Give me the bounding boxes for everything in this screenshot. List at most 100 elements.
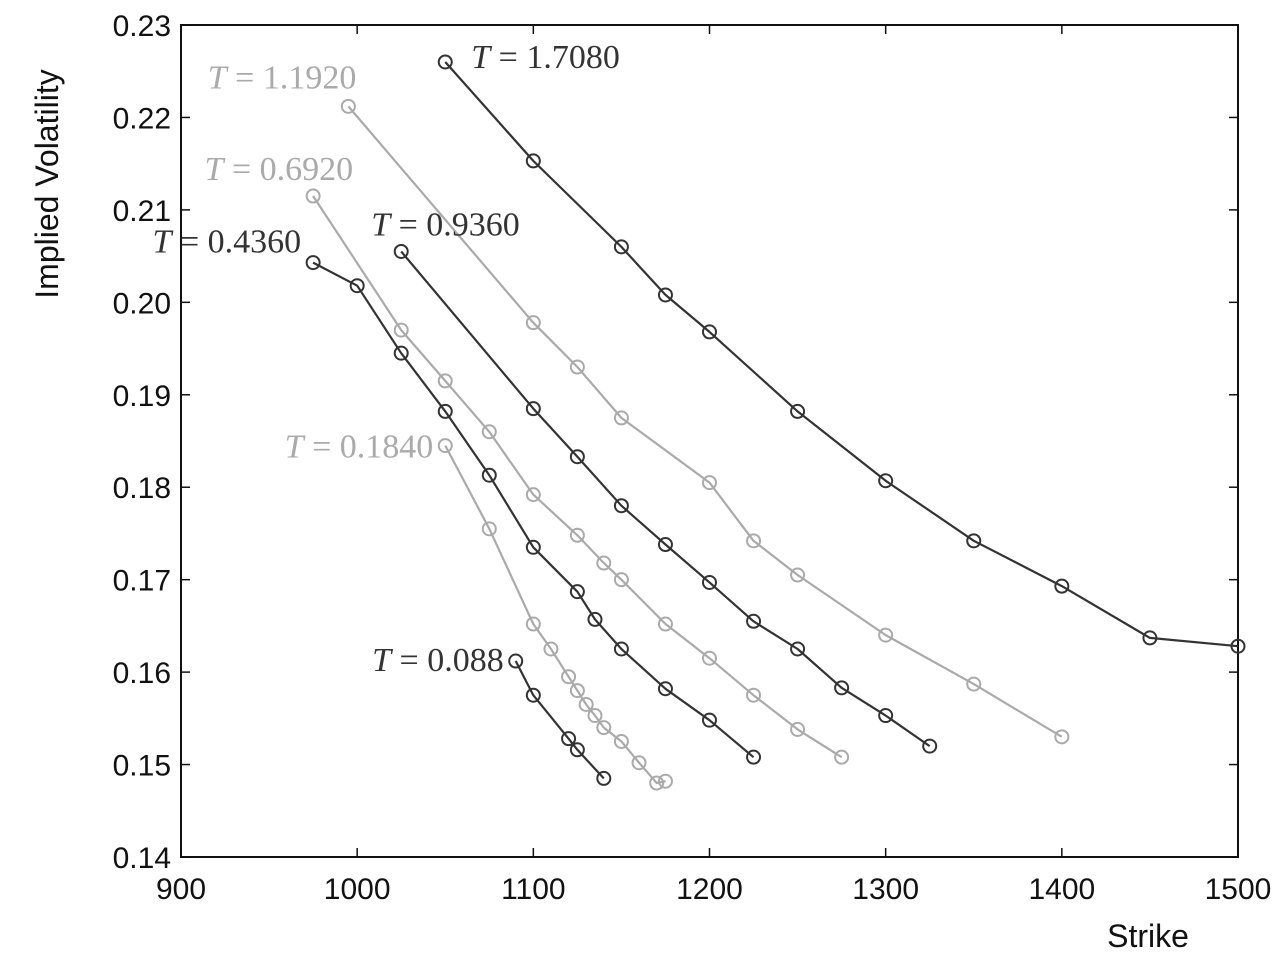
y-tick-label: 0.17 xyxy=(113,565,171,598)
data-point xyxy=(569,742,585,758)
data-point xyxy=(587,708,603,724)
data-point xyxy=(525,401,541,417)
data-point xyxy=(790,403,806,419)
data-point xyxy=(596,555,612,571)
data-point xyxy=(305,188,321,204)
data-point xyxy=(569,683,585,699)
data-point xyxy=(613,498,629,514)
data-point xyxy=(525,616,541,632)
data-point xyxy=(1054,729,1070,745)
series-label: T = 1.7080 xyxy=(471,39,620,76)
y-tick-label: 0.19 xyxy=(113,380,171,413)
data-point xyxy=(596,720,612,736)
data-point xyxy=(702,574,717,590)
series-line xyxy=(347,105,1063,738)
data-point xyxy=(561,731,577,747)
data-point xyxy=(746,749,762,765)
series-line xyxy=(514,660,605,780)
y-tick-label: 0.16 xyxy=(113,657,171,690)
data-point xyxy=(657,681,673,697)
series-6 xyxy=(340,98,1070,745)
data-point xyxy=(878,627,894,643)
series-5 xyxy=(393,243,938,754)
data-point xyxy=(790,721,806,737)
data-point xyxy=(746,687,762,703)
data-point xyxy=(437,373,453,389)
series-label: T = 0.1840 xyxy=(285,429,434,466)
data-point xyxy=(702,475,717,491)
data-point xyxy=(569,584,585,600)
data-point xyxy=(613,733,629,749)
series-line xyxy=(312,261,755,759)
data-point xyxy=(922,738,938,754)
data-point xyxy=(525,687,541,703)
data-point xyxy=(1142,630,1158,646)
data-point xyxy=(525,315,541,331)
data-point xyxy=(543,641,559,657)
series-line xyxy=(444,61,1239,648)
data-point xyxy=(966,676,982,692)
data-point xyxy=(340,98,356,114)
data-point xyxy=(393,322,409,338)
data-point xyxy=(657,773,673,789)
data-point xyxy=(790,641,806,657)
data-point xyxy=(437,438,453,454)
data-point xyxy=(561,669,577,685)
data-point xyxy=(481,467,497,483)
data-point xyxy=(525,153,541,169)
data-point xyxy=(578,696,594,712)
y-tick-label: 0.22 xyxy=(113,102,171,135)
data-point xyxy=(702,650,717,666)
data-point xyxy=(746,613,762,629)
data-point xyxy=(878,708,894,724)
data-point xyxy=(613,239,629,255)
data-point xyxy=(349,278,365,294)
data-point xyxy=(746,533,762,549)
data-point xyxy=(649,775,665,791)
x-axis: 900 1000 1100 1200 1300 1400 1500 xyxy=(156,25,1271,906)
series-labels: T = 0.088 T = 0.1840 T = 0.4360 T = 0.6920 T… xyxy=(153,39,620,679)
data-point xyxy=(834,680,850,696)
data-point xyxy=(613,572,629,588)
data-point xyxy=(587,611,603,627)
y-tick-label: 0.23 xyxy=(113,10,171,43)
data-point xyxy=(393,345,409,361)
data-point xyxy=(525,487,541,503)
x-axis-label: Strike xyxy=(1107,918,1189,954)
series-line xyxy=(400,250,931,748)
y-tick-label: 0.18 xyxy=(113,472,171,505)
data-point xyxy=(657,537,673,553)
data-point xyxy=(631,755,647,771)
series-label: T = 0.4360 xyxy=(153,224,302,261)
series-4 xyxy=(305,188,850,765)
series-1 xyxy=(508,653,612,786)
data-point xyxy=(966,533,982,549)
y-tick-label: 0.15 xyxy=(113,750,171,783)
series-2 xyxy=(437,438,673,791)
data-point xyxy=(613,641,629,657)
data-point xyxy=(569,449,585,465)
data-point xyxy=(1230,638,1246,654)
series-label: T = 1.1920 xyxy=(208,59,357,96)
data-point xyxy=(481,424,497,440)
series-label: T = 0.9360 xyxy=(371,206,520,243)
data-point xyxy=(525,539,541,555)
data-point xyxy=(437,54,453,70)
data-point xyxy=(1054,578,1070,594)
y-axis: 0.14 0.15 0.16 0.17 0.18 0.19 0.20 0.21 0.22 0.23 xyxy=(113,10,1238,875)
y-tick-label: 0.14 xyxy=(113,842,171,875)
x-tick-label: 900 xyxy=(156,873,206,906)
data-point xyxy=(657,616,673,632)
data-point xyxy=(305,255,321,271)
series-line xyxy=(312,195,843,759)
data-point xyxy=(702,712,717,728)
series-3 xyxy=(305,255,762,765)
data-point xyxy=(702,324,717,340)
x-tick-label: 1300 xyxy=(852,873,919,906)
data-point xyxy=(437,403,453,419)
data-point xyxy=(596,770,612,786)
x-tick-label: 1100 xyxy=(501,873,566,906)
data-point xyxy=(834,749,850,765)
y-tick-label: 0.20 xyxy=(113,287,171,320)
